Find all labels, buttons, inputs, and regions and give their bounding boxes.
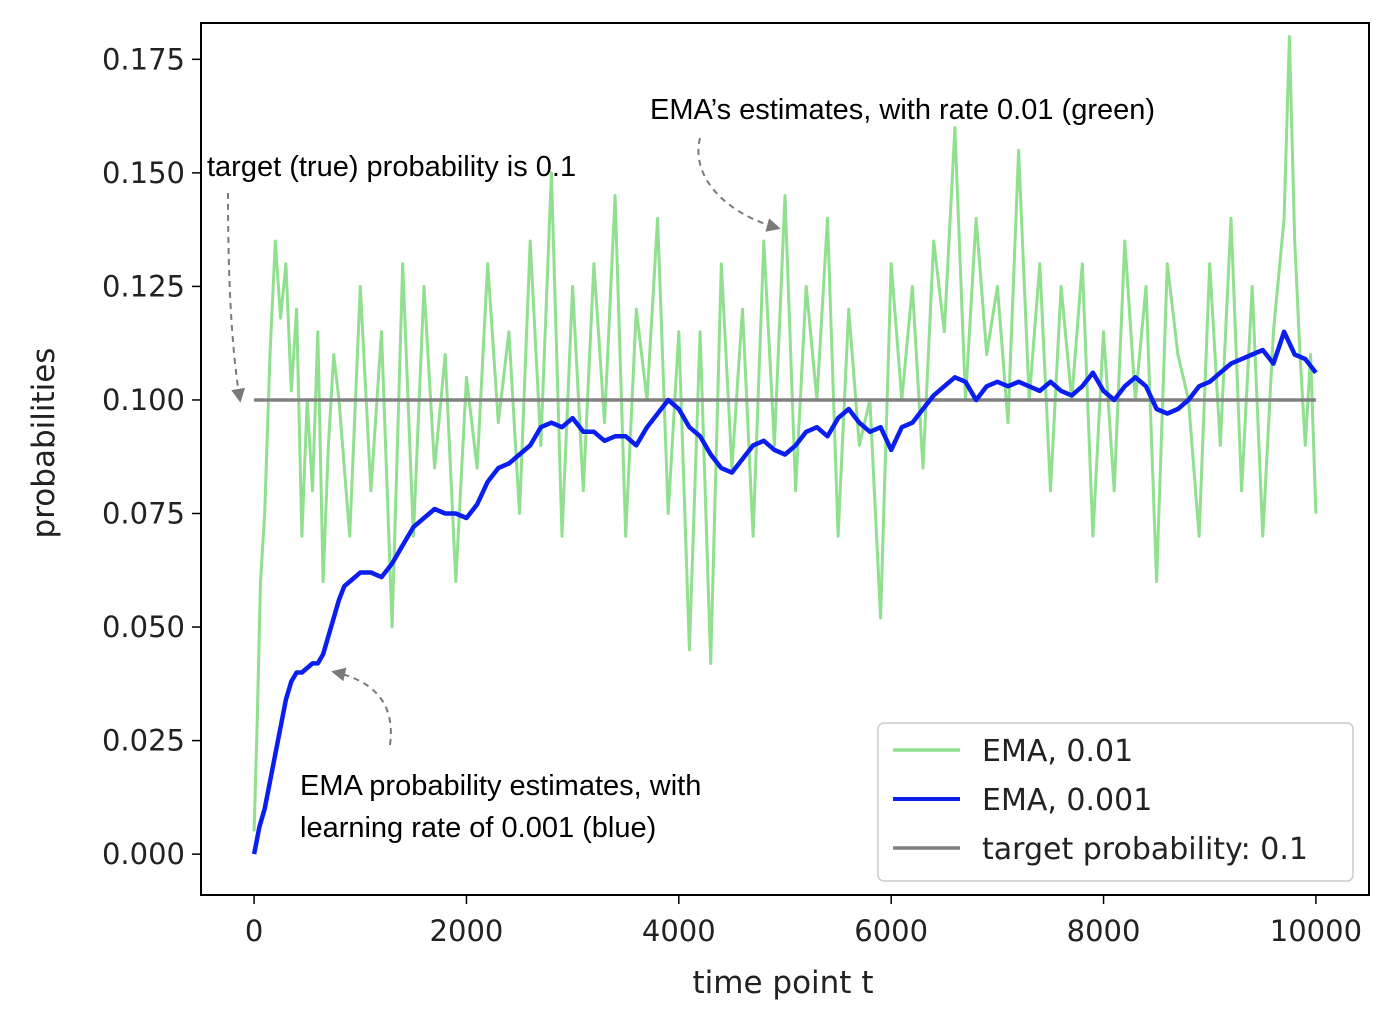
annotation-target-arrow: [227, 192, 246, 403]
legend-label-target-probability: target probability: 0.1: [982, 832, 1308, 867]
legend-label-ema-0.001: EMA, 0.001: [982, 783, 1152, 818]
y-tick-label: 0.075: [102, 497, 185, 531]
y-tick-label: 0.025: [102, 724, 185, 758]
x-tick-label: 10000: [1270, 914, 1362, 948]
x-axis-label: time point t: [693, 965, 874, 1001]
y-tick-label: 0.050: [102, 610, 185, 644]
annotation-blue-arrow: [331, 667, 392, 746]
x-axis: 0 2000 4000 6000 8000 10000: [245, 895, 1362, 948]
plot-frame: [200, 22, 1370, 896]
annotation-target: target (true) probability is 0.1: [207, 151, 576, 183]
legend-box: [877, 722, 1354, 882]
x-tick-label: 8000: [1067, 914, 1141, 948]
y-tick-label: 0.000: [102, 837, 185, 871]
y-axis: 0.000 0.025 0.050 0.075 0.100 0.125 0.150 0.175: [102, 42, 201, 871]
series-line-ema-0.01: [252, 35, 1318, 832]
annotation-green-arrow: [697, 137, 781, 232]
y-tick-label: 0.125: [102, 269, 185, 303]
x-tick-label: 4000: [642, 914, 716, 948]
y-tick-label: 0.175: [102, 42, 185, 76]
series-line-ema-0.001: [251, 329, 1318, 855]
annotation-blue-line-2: learning rate of 0.001 (blue): [300, 812, 656, 844]
annotation-green: EMA’s estimates, with rate 0.01 (green): [650, 94, 1155, 126]
annotation-blue-line-1: EMA probability estimates, with: [300, 770, 701, 802]
y-tick-label: 0.150: [102, 156, 185, 190]
legend: EMA, 0.01 EMA, 0.001 target probability:…: [877, 722, 1354, 882]
legend-label-ema-0.01: EMA, 0.01: [982, 734, 1133, 769]
x-tick-label: 2000: [430, 914, 504, 948]
x-tick-label: 0: [245, 914, 263, 948]
x-tick-label: 6000: [854, 914, 928, 948]
y-tick-label: 0.100: [102, 383, 185, 417]
series-layer: [251, 35, 1318, 855]
y-axis-label: probabilities: [26, 348, 62, 539]
